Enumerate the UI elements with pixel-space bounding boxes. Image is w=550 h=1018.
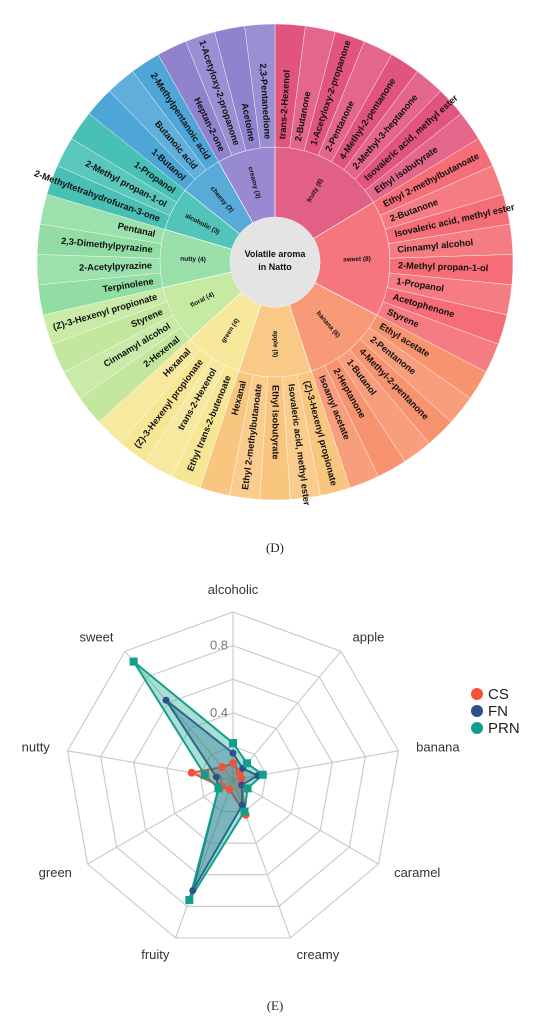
radar-grid-ring [199, 745, 267, 813]
radar-point [185, 895, 194, 904]
radar-tick-label: 0.8 [210, 638, 228, 653]
radar-point [238, 781, 246, 789]
radar-grid-ring [166, 712, 300, 844]
panel-letter-e: (E) [267, 998, 284, 1013]
sunburst-compound-label: 2-Acetylpyrazine [79, 260, 152, 272]
radar-axis-label: alcoholic [208, 582, 259, 597]
radar-point [200, 771, 209, 780]
sunburst-group-label: apple (5) [271, 331, 278, 358]
radar-axis-label: fruity [141, 947, 170, 962]
sunburst-compound-label: 2,3-Pentanedione [258, 63, 273, 140]
sunburst-chart: fruity (8)trans-2-Hexenol 2-Butanone1-Ace… [33, 23, 516, 507]
radar-spoke [232, 650, 342, 781]
radar-series-prn [132, 660, 265, 901]
sunburst-compound-label: 2-Methyl propan-1-ol [398, 260, 489, 273]
radar-axis-label: sweet [79, 630, 113, 645]
radar-spoke [87, 779, 234, 865]
sunburst-compound-label: trans-2-Hexenol [277, 70, 291, 140]
radar-point [212, 773, 220, 781]
legend-swatch [471, 722, 483, 734]
sunburst-center-label: Volatile aroma [245, 249, 307, 259]
radar-spoke [175, 779, 234, 939]
panel-letter-d: (D) [266, 540, 284, 555]
radar-point [218, 763, 227, 772]
radar-point [187, 768, 196, 777]
radar-chart: 0 0.4 0.8 alcoholic apple banana caramel creamy… [22, 582, 461, 962]
radar-point [243, 759, 252, 768]
radar-point [214, 784, 223, 793]
legend-label: FN [488, 703, 508, 720]
radar-point [129, 657, 138, 666]
radar-grid-ring [133, 678, 333, 876]
radar-point [162, 696, 170, 704]
sunburst-center [230, 217, 320, 307]
radar-point [237, 774, 246, 783]
radar-axis-label: caramel [394, 865, 440, 880]
radar-point [238, 801, 246, 809]
radar-axis-label: nutty [22, 740, 51, 755]
legend-swatch [471, 688, 483, 700]
radar-tick-label: 0.4 [210, 705, 228, 720]
sunburst-center-label: in Natto [258, 262, 292, 272]
legend-label: PRN [488, 720, 520, 737]
radar-spoke [232, 779, 379, 865]
radar-axis-label: green [39, 865, 72, 880]
sunburst-group-label: sweet (8) [343, 256, 371, 264]
radar-spoke [124, 650, 234, 781]
radar-axis-label: apple [353, 630, 385, 645]
legend-label: CS [488, 686, 509, 703]
radar-point [240, 807, 249, 816]
radar-point [229, 749, 237, 757]
radar-point [258, 770, 267, 779]
radar-point [243, 784, 252, 793]
radar-series-fn [165, 699, 260, 892]
radar-axis-label: banana [416, 740, 460, 755]
legend-swatch [471, 705, 483, 717]
radar-grid-ring [66, 611, 400, 939]
radar-point [229, 759, 237, 768]
radar-axis-label: creamy [297, 947, 340, 962]
sunburst-compound-segment [244, 23, 276, 149]
radar-grid-ring [100, 645, 366, 907]
sunburst-compound-label: Ethyl isobutyrate [271, 385, 281, 460]
radar-tick-label: 0 [215, 772, 222, 787]
sunburst-group-label: nutty (4) [180, 256, 206, 264]
radar-point [229, 739, 237, 748]
radar-point [189, 887, 197, 895]
radar-point [225, 785, 234, 794]
